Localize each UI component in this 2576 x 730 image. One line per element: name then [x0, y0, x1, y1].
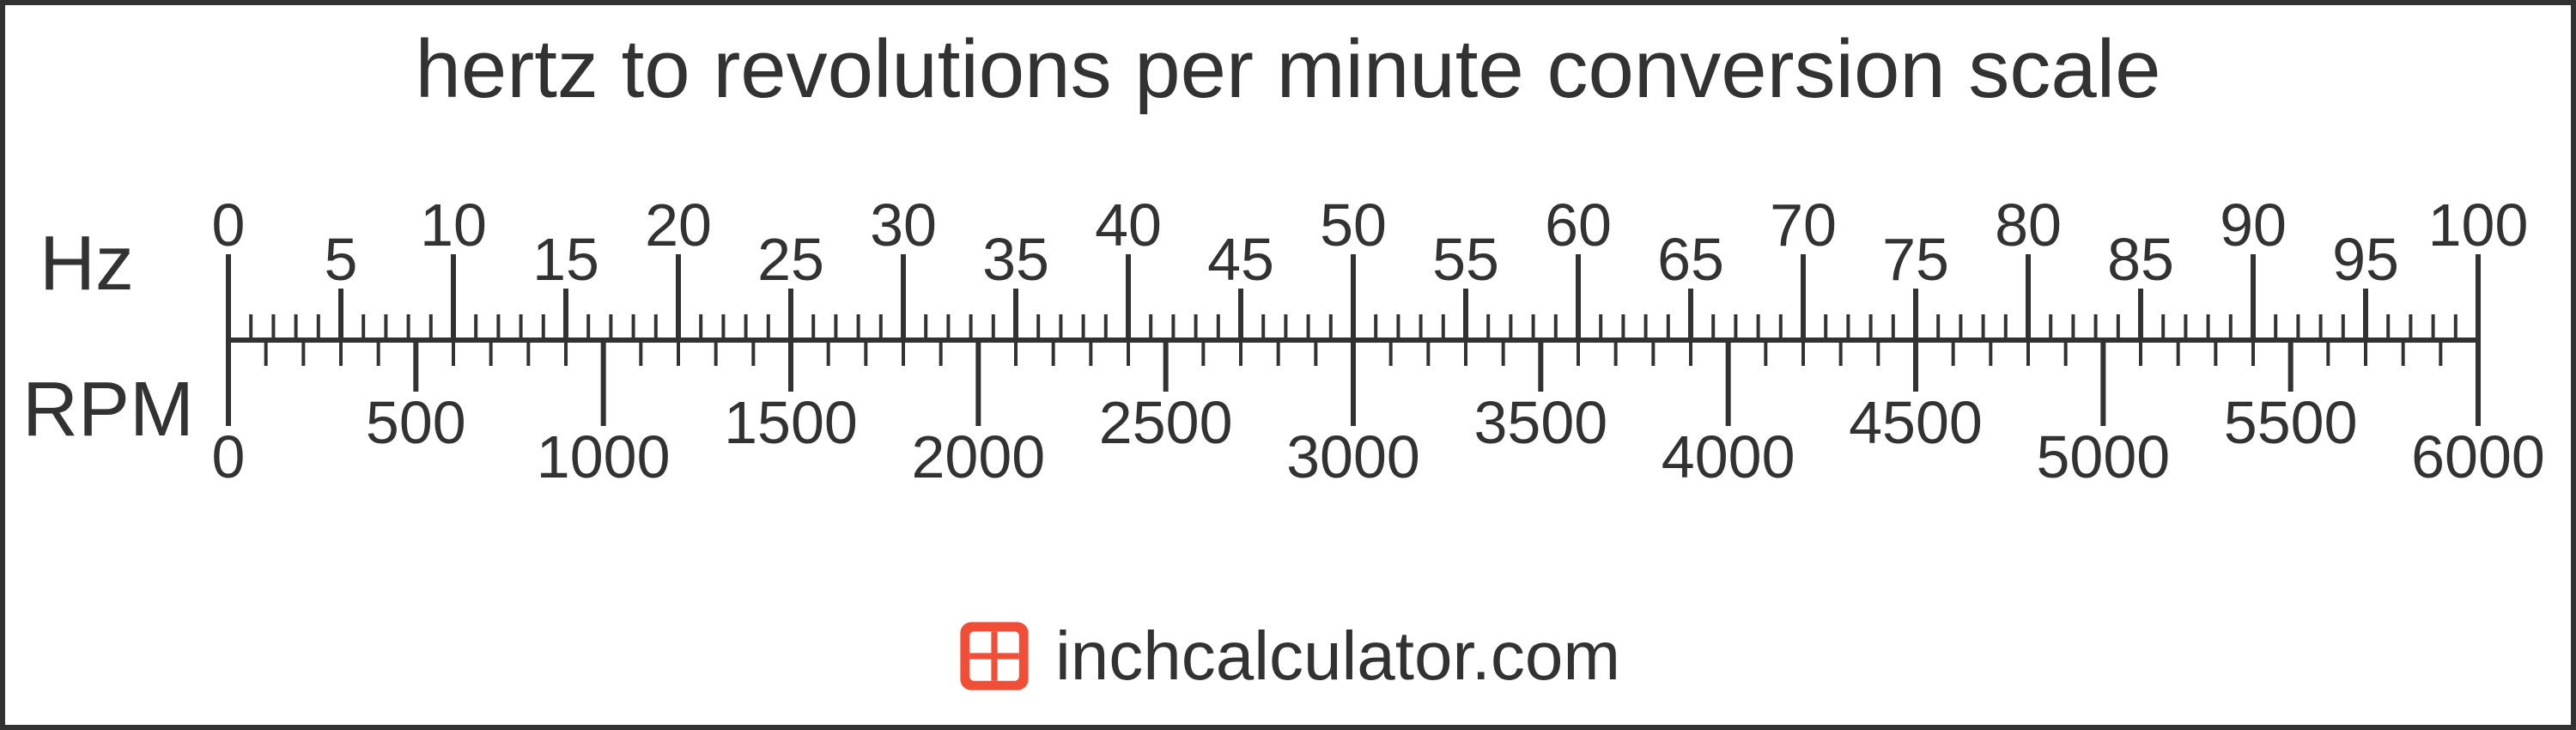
- svg-text:1000: 1000: [537, 423, 671, 490]
- svg-text:5: 5: [325, 226, 358, 293]
- ruler-container: Hz RPM 010203040506070809010051525354555…: [5, 151, 2571, 581]
- svg-text:100: 100: [2428, 192, 2529, 259]
- svg-text:1500: 1500: [724, 389, 858, 456]
- svg-text:4000: 4000: [1662, 423, 1795, 490]
- svg-text:40: 40: [1095, 192, 1162, 259]
- svg-text:5500: 5500: [2224, 389, 2358, 456]
- svg-text:2000: 2000: [911, 423, 1045, 490]
- svg-text:20: 20: [645, 192, 712, 259]
- svg-text:80: 80: [1995, 192, 2062, 259]
- svg-text:55: 55: [1432, 226, 1499, 293]
- ruler-svg: 0 10 20 30 40 50 60 70 80 90 100 5 15 25 35 45 55 65 75 85 9…: [5, 151, 2576, 581]
- svg-text:70: 70: [1770, 192, 1837, 259]
- svg-text:15: 15: [532, 226, 599, 293]
- svg-text:30: 30: [870, 192, 937, 259]
- svg-text:60: 60: [1545, 192, 1612, 259]
- svg-text:65: 65: [1657, 226, 1724, 293]
- page-title: hertz to revolutions per minute conversi…: [5, 22, 2571, 117]
- svg-text:3000: 3000: [1286, 423, 1420, 490]
- svg-text:25: 25: [757, 226, 824, 293]
- svg-text:90: 90: [2220, 192, 2287, 259]
- svg-text:500: 500: [366, 389, 466, 456]
- svg-text:35: 35: [982, 226, 1049, 293]
- svg-text:5000: 5000: [2036, 423, 2170, 490]
- svg-text:50: 50: [1320, 192, 1387, 259]
- svg-text:75: 75: [1882, 226, 1949, 293]
- svg-text:95: 95: [2332, 226, 2399, 293]
- footer: inchcalculator.com: [5, 617, 2571, 699]
- svg-text:10: 10: [420, 192, 487, 259]
- svg-text:85: 85: [2107, 226, 2174, 293]
- footer-text: inchcalculator.com: [1055, 617, 1620, 696]
- svg-text:0: 0: [212, 192, 246, 259]
- conversion-scale-frame: hertz to revolutions per minute conversi…: [0, 0, 2576, 730]
- svg-text:0: 0: [212, 423, 246, 490]
- svg-text:2500: 2500: [1099, 389, 1233, 456]
- svg-text:4500: 4500: [1849, 389, 1983, 456]
- svg-text:45: 45: [1207, 226, 1274, 293]
- svg-text:6000: 6000: [2411, 423, 2545, 490]
- calculator-icon: [956, 617, 1033, 695]
- svg-text:3500: 3500: [1473, 389, 1607, 456]
